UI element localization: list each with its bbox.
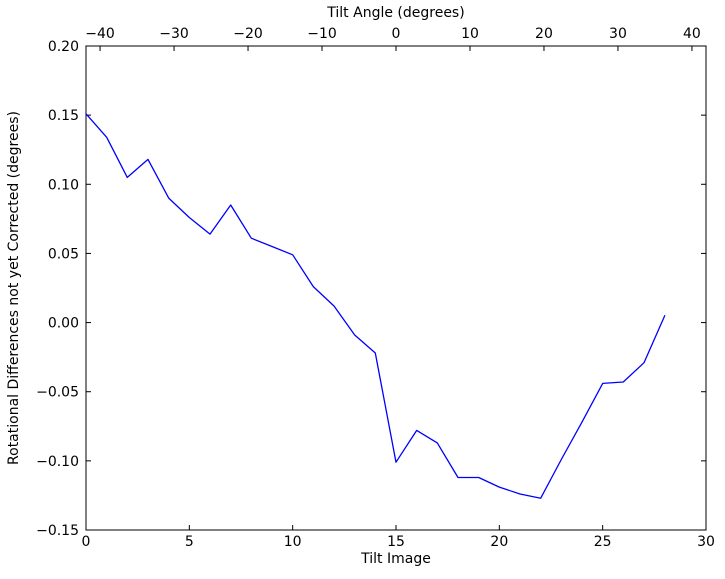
x-tick-label: 25 [594, 534, 612, 550]
top-tick-label: 20 [535, 26, 553, 42]
top-tick-label: 0 [392, 26, 401, 42]
plot-border [85, 45, 707, 531]
y-tick-label: 0.20 [48, 39, 79, 55]
x-tick-label: 30 [697, 534, 715, 550]
y-axis-label: Rotational Differences not yet Corrected… [6, 111, 22, 465]
y-tick-label: −0.05 [36, 385, 79, 401]
top-tick-label: 30 [609, 26, 627, 42]
top-axis-label: Tilt Angle (degrees) [327, 5, 465, 21]
y-tick-label: 0.10 [48, 177, 79, 193]
y-tick-label: 0.05 [48, 246, 79, 262]
x-tick-label: 20 [490, 534, 508, 550]
x-tick-label: 10 [284, 534, 302, 550]
data-line-rotational-differences [85, 113, 666, 499]
top-tick-label: −40 [85, 26, 115, 42]
x-tick-label: 5 [185, 534, 194, 550]
x-axis-label: Tilt Image [361, 551, 431, 567]
top-tick-label: −30 [159, 26, 189, 42]
top-tick-label: −10 [307, 26, 337, 42]
x-tick-label: 0 [82, 534, 91, 550]
y-tick-label: 0.00 [48, 316, 79, 332]
y-tick-label: −0.10 [36, 454, 79, 470]
y-tick-label: 0.15 [48, 108, 79, 124]
top-tick-label: 40 [683, 26, 701, 42]
y-tick-label: −0.15 [36, 523, 79, 539]
top-tick-label: 10 [461, 26, 479, 42]
x-tick-label: 15 [387, 534, 405, 550]
top-tick-label: −20 [233, 26, 263, 42]
